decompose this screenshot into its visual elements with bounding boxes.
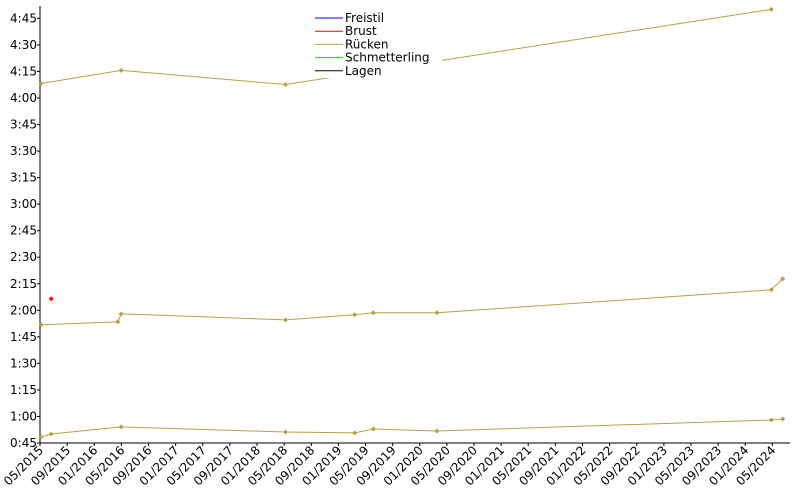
y-tick-label: 2:15 — [10, 277, 37, 291]
series-line — [40, 278, 784, 326]
data-point — [115, 319, 121, 325]
data-point — [768, 287, 774, 293]
y-tick-label: 3:30 — [10, 144, 37, 158]
y-tick-label: 3:00 — [10, 197, 37, 211]
y-tick-label: 1:00 — [10, 409, 37, 423]
data-point — [352, 430, 358, 436]
data-point — [370, 426, 376, 432]
data-point — [768, 6, 774, 12]
y-tick-label: 4:15 — [10, 64, 37, 78]
legend-label: Brust — [345, 24, 377, 38]
data-point — [118, 424, 124, 430]
legend-label: Lagen — [345, 64, 382, 78]
y-tick-label: 4:00 — [10, 91, 37, 105]
data-point — [48, 431, 54, 437]
legend-label: Rücken — [345, 37, 389, 51]
data-point — [282, 82, 288, 88]
data-point — [118, 67, 124, 73]
y-tick-label: 3:15 — [10, 171, 37, 185]
y-tick-label: 3:45 — [10, 118, 37, 132]
y-tick-label: 1:45 — [10, 330, 37, 344]
data-point — [434, 310, 440, 316]
data-point — [780, 416, 786, 422]
data-point — [780, 276, 786, 282]
y-tick-label: 2:45 — [10, 224, 37, 238]
data-point — [118, 311, 124, 317]
y-tick-label: 4:30 — [10, 38, 37, 52]
data-point — [38, 322, 44, 328]
y-tick-label: 2:00 — [10, 303, 37, 317]
series-line — [40, 418, 783, 438]
y-tick-label: 0:45 — [10, 436, 37, 450]
series-line — [40, 8, 772, 86]
data-point — [768, 417, 774, 423]
legend-label: Schmetterling — [345, 51, 430, 65]
data-point — [434, 428, 440, 434]
legend-label: Freistil — [345, 11, 384, 25]
y-tick-label: 4:45 — [10, 11, 37, 25]
data-point — [48, 296, 54, 302]
data-point — [282, 429, 288, 435]
data-point — [352, 312, 358, 318]
data-point — [38, 434, 44, 440]
data-point — [370, 310, 376, 316]
data-point — [282, 317, 288, 323]
data-point — [38, 80, 44, 86]
y-tick-label: 1:30 — [10, 356, 37, 370]
y-tick-label: 1:15 — [10, 383, 37, 397]
y-tick-label: 2:30 — [10, 250, 37, 264]
